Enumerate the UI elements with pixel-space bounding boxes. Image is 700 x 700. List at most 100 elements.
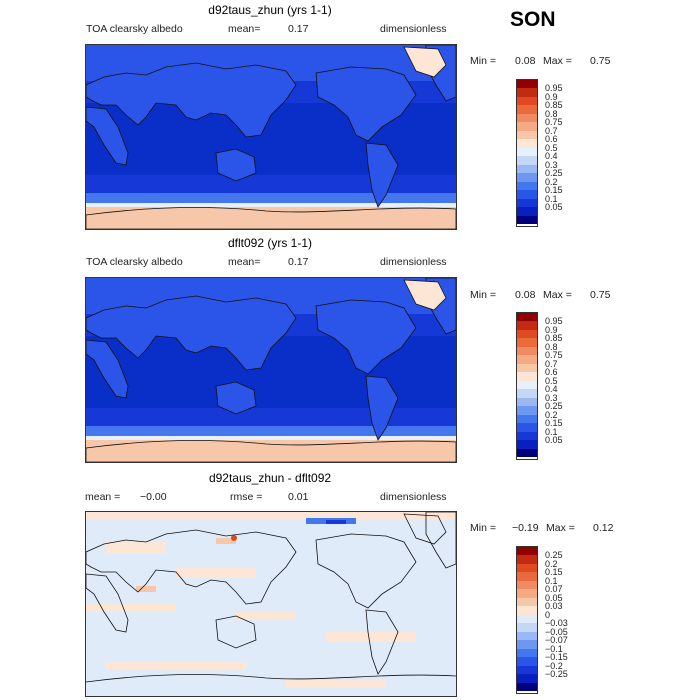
colorbar-segment: [517, 321, 537, 330]
colorbar-segment: [517, 631, 537, 641]
colorbar-segment: [517, 355, 537, 364]
colorbar-tick-label: 0.5: [545, 375, 558, 386]
colorbar-segment: [517, 190, 537, 199]
colorbar-tick-label: 0.15: [545, 418, 563, 429]
colorbar-segment: [517, 555, 537, 564]
colorbar-segment: [517, 614, 537, 624]
colorbar-tick-label: −0.05: [545, 626, 568, 637]
colorbar-segment: [517, 181, 537, 191]
colorbar-tick-label: 0.75: [545, 117, 563, 128]
colorbar-tick-label: 0.75: [545, 350, 563, 361]
colorbar-segment: [517, 372, 537, 381]
colorbar-tick-label: −0.03: [545, 618, 568, 629]
colorbar-tick-label: 0.8: [545, 341, 558, 352]
colorbar-segment: [517, 448, 537, 457]
colorbar-tick-label: 0.05: [545, 592, 563, 603]
panel-1-map: [85, 44, 457, 230]
colorbar-tick-label: 0.07: [545, 584, 563, 595]
colorbar-segment: [517, 563, 537, 573]
colorbar-tick-label: 0.95: [545, 316, 563, 327]
colorbar-tick-label: 0.95: [545, 83, 563, 94]
panel-2-title: dflt092 (yrs 1-1): [227, 236, 313, 250]
panel-1-min-label: Min =: [470, 55, 496, 67]
colorbar-segment: [517, 156, 537, 165]
colorbar-segment: [517, 88, 537, 97]
colorbar-segment: [517, 431, 537, 441]
colorbar-tick-label: 0.6: [545, 134, 558, 145]
colorbar-segment: [517, 640, 537, 649]
panel-3-colorbar: [516, 546, 538, 694]
colorbar-segment: [517, 397, 537, 407]
colorbar-tick-label: 0.4: [545, 384, 558, 395]
colorbar-segment: [517, 547, 537, 556]
colorbar-segment: [517, 606, 537, 615]
colorbar-tick-label: −0.25: [545, 669, 568, 680]
panel-3-max-value: 0.12: [593, 522, 614, 534]
panel-1-colorbar: [516, 79, 538, 227]
colorbar-segment: [517, 597, 537, 607]
panel-1-mean-label: mean=: [228, 23, 261, 35]
panel-2-mean-value: 0.17: [288, 256, 309, 268]
panel-2-max-label: Max =: [543, 289, 572, 301]
colorbar-segment: [517, 80, 537, 89]
panel-3-rmse-label: rmse =: [230, 491, 263, 503]
panel-1-units: dimensionless: [380, 23, 447, 35]
colorbar-tick-label: 0.05: [545, 202, 563, 213]
colorbar-tick-label: 0.3: [545, 159, 558, 170]
panel-1-field-label: TOA clearsky albedo: [86, 23, 183, 35]
colorbar-tick-label: 0.2: [545, 558, 558, 569]
colorbar-tick-label: 0.4: [545, 151, 558, 162]
panel-2-map: [85, 277, 457, 463]
colorbar-tick-label: 0.3: [545, 392, 558, 403]
panel-3-max-label: Max =: [546, 522, 575, 534]
colorbar-segment: [517, 657, 537, 666]
panel-2-min-value: 0.08: [515, 289, 536, 301]
colorbar-tick-label: 0.03: [545, 601, 563, 612]
panel-3-title: d92taus_zhun - dflt092: [208, 471, 332, 485]
colorbar-segment: [517, 207, 537, 216]
panel-2-colorbar: [516, 312, 538, 460]
colorbar-segment: [517, 198, 537, 208]
colorbar-segment: [517, 665, 537, 675]
colorbar-tick-label: 0.15: [545, 185, 563, 196]
panel-3-units: dimensionless: [380, 491, 447, 503]
colorbar-segment: [517, 96, 537, 106]
colorbar-tick-label: 0.8: [545, 108, 558, 119]
panel-3-min-value: −0.19: [512, 522, 539, 534]
colorbar-segment: [517, 440, 537, 449]
colorbar-segment: [517, 164, 537, 174]
colorbar-tick-label: 0.9: [545, 324, 558, 335]
panel-3-mean-label: mean =: [85, 491, 121, 503]
colorbar-tick-label: 0.1: [545, 193, 558, 204]
colorbar-tick-label: 0.05: [545, 435, 563, 446]
panel-3-map: [85, 511, 457, 697]
colorbar-segment: [517, 380, 537, 390]
colorbar-tick-label: 0.2: [545, 409, 558, 420]
panel-3-min-label: Min =: [470, 522, 496, 534]
colorbar-segment: [517, 674, 537, 683]
panel-1-min-value: 0.08: [515, 55, 536, 67]
colorbar-tick-label: −0.2: [545, 660, 563, 671]
panel-2-min-label: Min =: [470, 289, 496, 301]
colorbar-segment: [517, 173, 537, 182]
colorbar-segment: [517, 313, 537, 322]
panel-3-rmse-value: 0.01: [288, 491, 309, 503]
colorbar-tick-label: 0.1: [545, 575, 558, 586]
colorbar-tick-label: 0.25: [545, 168, 563, 179]
panel-2-field-label: TOA clearsky albedo: [86, 256, 183, 268]
panel-1-max-label: Max =: [543, 55, 572, 67]
colorbar-segment: [517, 623, 537, 632]
colorbar-tick-label: 0.7: [545, 125, 558, 136]
colorbar-segment: [517, 329, 537, 339]
colorbar-segment: [517, 572, 537, 581]
colorbar-tick-label: 0.6: [545, 367, 558, 378]
colorbar-segment: [517, 389, 537, 398]
colorbar-tick-label: 0.85: [545, 333, 563, 344]
colorbar-tick-label: −0.07: [545, 635, 568, 646]
panel-2-units: dimensionless: [380, 256, 447, 268]
colorbar-tick-label: 0: [545, 609, 551, 620]
colorbar-tick-label: 0.25: [545, 550, 563, 561]
colorbar-segment: [517, 147, 537, 157]
panel-1-title: d92taus_zhun (yrs 1-1): [208, 3, 332, 17]
colorbar-segment: [517, 113, 537, 123]
